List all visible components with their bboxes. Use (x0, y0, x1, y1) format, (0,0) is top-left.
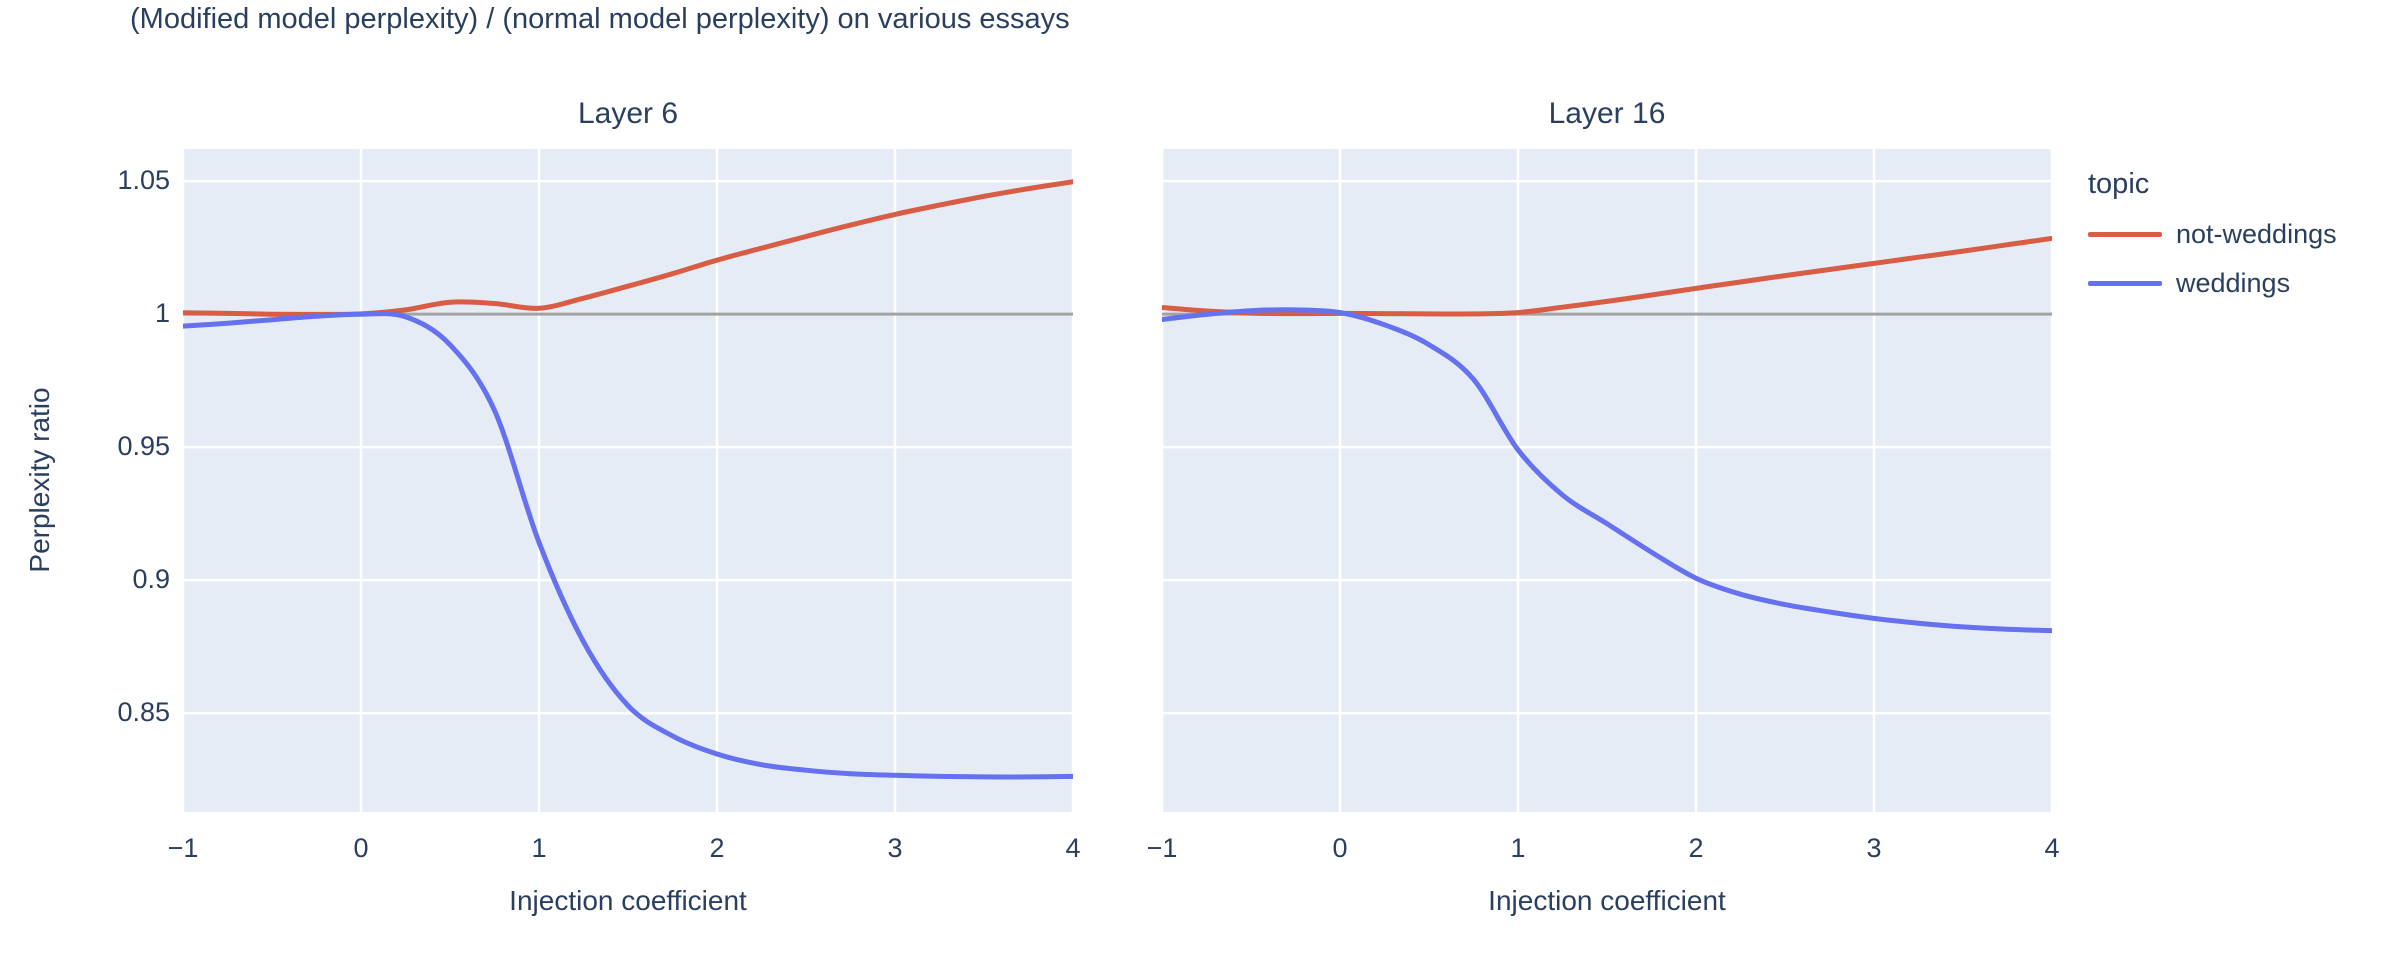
x-tick-label: 1 (1510, 833, 1526, 863)
y-tick-label: 0.85 (117, 697, 170, 728)
x-tick-label: 0 (353, 833, 369, 863)
legend-label: not-weddings (2176, 219, 2337, 249)
plot-background (183, 149, 1073, 812)
y-tick-label: 1.05 (117, 165, 170, 196)
x-tick-label: 1 (531, 833, 547, 863)
y-tick-label: 0.95 (117, 431, 170, 462)
x-tick-label: 2 (709, 833, 725, 863)
y-tick-label: 1 (154, 298, 170, 329)
x-tick-label: −1 (1146, 833, 1178, 863)
legend-item-not-weddings[interactable]: not-weddings (2088, 219, 2337, 250)
legend: topic not-weddings weddings (2088, 168, 2337, 317)
x-tick-label: 3 (1866, 833, 1882, 863)
x-tick-label: 2 (1688, 833, 1704, 863)
plot-area-layer-16[interactable] (1162, 149, 2052, 812)
x-axis-title-layer-16: Injection coefficient (1488, 885, 1726, 916)
y-axis-title: Perplexity ratio (24, 387, 55, 573)
legend-title: topic (2088, 168, 2150, 200)
y-tick-label: 0.9 (132, 564, 170, 595)
x-axis-title-layer-6: Injection coefficient (509, 885, 747, 916)
x-tick-label: 0 (1332, 833, 1348, 863)
subplot-title-layer-16: Layer 16 (1548, 97, 1666, 130)
subplot-title-layer-6: Layer 6 (577, 97, 679, 130)
legend-items: not-weddings weddings (2088, 219, 2337, 299)
legend-label: weddings (2176, 268, 2291, 298)
series-line-not-weddings[interactable] (1162, 235, 2052, 317)
x-tick-label: 3 (887, 833, 903, 863)
series-line-weddings[interactable] (183, 311, 1073, 780)
x-tick-label: −1 (167, 833, 199, 863)
legend-swatch-not-weddings-icon (2088, 232, 2162, 237)
series-line-weddings[interactable] (1162, 307, 2052, 634)
legend-item-weddings[interactable]: weddings (2088, 268, 2337, 299)
legend-swatch-weddings-icon (2088, 281, 2162, 286)
x-tick-label: 4 (2044, 833, 2060, 863)
figure-title: (Modified model perplexity) / (normal mo… (130, 3, 1070, 35)
x-tick-label: 4 (1065, 833, 1081, 863)
plot-area-layer-6[interactable] (183, 149, 1073, 812)
